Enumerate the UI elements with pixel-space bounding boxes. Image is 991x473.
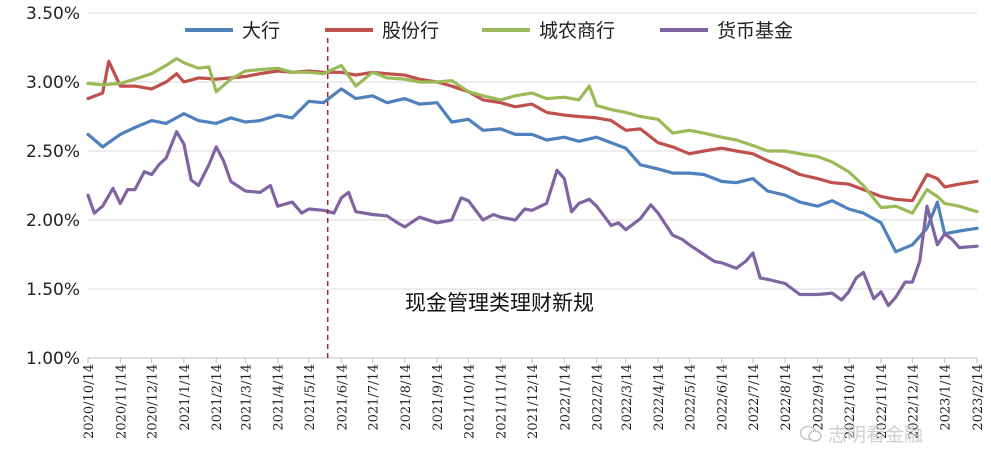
x-tick-label: 2021/12/14: [526, 364, 541, 439]
x-tick-label: 2021/11/14: [495, 364, 510, 439]
x-tick-label: 2022/8/14: [779, 364, 794, 431]
x-tick-label: 2022/11/14: [875, 364, 890, 439]
wechat-icon: [800, 425, 822, 443]
x-tick-label: 2022/1/14: [558, 364, 573, 431]
y-tick-label: 3.00%: [26, 73, 80, 93]
x-tick-label: 2022/4/14: [652, 364, 667, 431]
x-tick-label: 2022/7/14: [747, 364, 762, 431]
series-line-货币基金: [86, 130, 979, 308]
legend-label: 股份行: [382, 20, 439, 42]
x-tick-label: 2021/2/14: [210, 364, 225, 431]
x-tick-label: 2022/6/14: [716, 364, 731, 431]
legend-label: 城农商行: [539, 20, 615, 42]
x-tick-label: 2021/7/14: [367, 364, 382, 431]
x-tick-label: 2020/11/14: [114, 364, 129, 439]
legend-label: 货币基金: [717, 20, 793, 42]
x-tick-label: 2021/1/14: [178, 364, 193, 431]
x-tick-label: 2022/10/14: [843, 364, 858, 439]
y-tick-label: 3.50%: [26, 4, 80, 24]
x-tick-label: 2022/3/14: [620, 364, 635, 431]
x-tick-label: 2021/3/14: [239, 364, 254, 431]
series-line-城农商行: [86, 56, 979, 215]
x-tick-label: 2023/1/14: [939, 364, 954, 431]
x-tick-label: 2020/10/14: [82, 364, 97, 439]
x-tick-label: 2022/12/14: [906, 364, 921, 439]
x-tick-label: 2023/2/14: [971, 364, 986, 431]
legend-label: 大行: [242, 20, 280, 42]
x-tick-label: 2022/2/14: [591, 364, 606, 431]
x-tick-label: 2021/4/14: [272, 364, 287, 431]
x-tick-label: 2021/5/14: [303, 364, 318, 431]
series-line-大行: [86, 87, 979, 254]
x-tick-label: 2021/6/14: [335, 364, 350, 431]
x-tick-label: 2022/5/14: [683, 364, 698, 431]
watermark-text: 志明看金融: [828, 424, 924, 446]
x-tick-label: 2020/12/14: [146, 364, 161, 439]
annotation-label: 现金管理类理财新规: [405, 291, 594, 315]
x-tick-label: 2021/10/14: [462, 364, 477, 439]
y-tick-label: 1.50%: [26, 280, 80, 300]
x-tick-label: 2021/8/14: [399, 364, 414, 431]
watermark: 志明看金融: [800, 420, 923, 447]
x-tick-label: 2022/9/14: [812, 364, 827, 431]
y-tick-label: 1.00%: [26, 349, 80, 369]
x-tick-label: 2021/9/14: [431, 364, 446, 431]
y-tick-label: 2.00%: [26, 211, 80, 231]
y-tick-label: 2.50%: [26, 142, 80, 162]
